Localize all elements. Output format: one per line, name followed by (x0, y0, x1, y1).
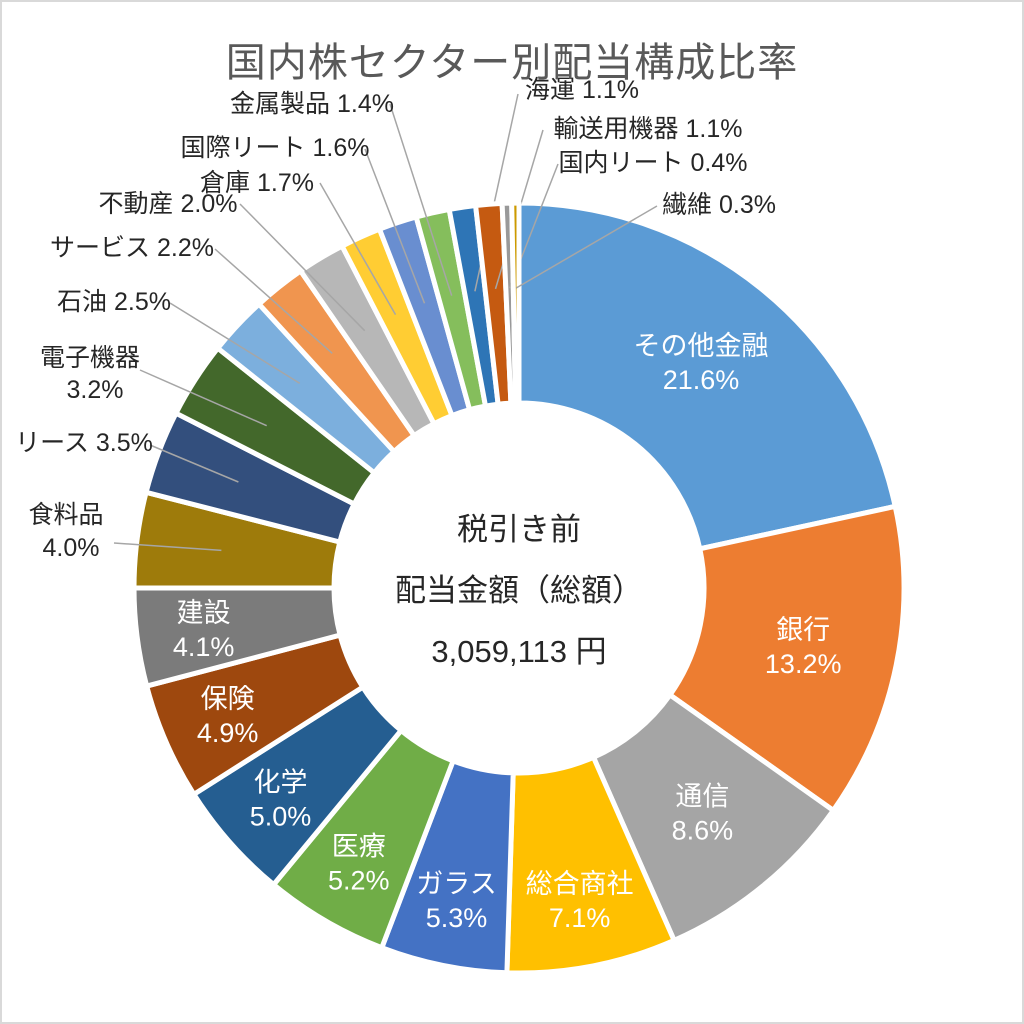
slice-label-name: 保険 (201, 684, 255, 714)
leader-line (113, 542, 222, 552)
slice-label: リース 3.5% (15, 429, 153, 457)
slice-label: 不動産 2.0% (99, 190, 238, 218)
slice-label: 国際リート 1.6% (181, 134, 370, 162)
slice-label-value: 21.6% (663, 365, 740, 395)
slice-label: 国内リート 0.4% (559, 149, 748, 177)
leader-line (214, 248, 333, 354)
slice-label-value: 4.9% (197, 718, 259, 748)
slice-label-name: 通信 (675, 782, 729, 812)
slice-label-value: 7.1% (549, 903, 611, 933)
leader-line (515, 205, 658, 289)
slice-label: サービス 2.2% (50, 234, 214, 262)
leader-line (139, 369, 268, 427)
slice-label-name: 食料品 (28, 501, 103, 529)
slice-label-value: 5.0% (250, 801, 312, 831)
leader-line (239, 203, 366, 332)
center-label-line-2: 配当金額（総額） (395, 573, 643, 608)
leader-line (149, 444, 239, 483)
slice-label: 海運 1.1% (525, 76, 639, 104)
center-label-line-1: 税引き前 (457, 512, 581, 547)
pie-slice-22 (509, 200, 522, 406)
pie-slice-1 (516, 200, 898, 552)
slice-label: 輸送用機器 1.1% (554, 115, 743, 143)
slice-label-value: 4.0% (43, 534, 100, 562)
center-total-label: 税引き前 配当金額（総額） 3,059,113 円 (319, 499, 719, 682)
leader-line (169, 302, 301, 384)
slice-label-value: 5.3% (426, 903, 488, 933)
slice-label-name: 総合商社 (526, 869, 634, 899)
slice-label-value: 3.2% (67, 376, 124, 404)
slice-label-name: 銀行 (776, 615, 830, 645)
slice-label-name: 化学 (254, 767, 308, 797)
slice-label-value: 13.2% (765, 649, 842, 679)
slice-label-name: 電子機器 (40, 344, 140, 372)
slice-label-value: 5.2% (328, 866, 390, 896)
slice-label: 金属製品 1.4% (230, 90, 394, 118)
leader-line (364, 148, 426, 304)
leader-line (319, 182, 397, 315)
slice-label-name: 医療 (332, 832, 386, 862)
slice-label-name: 建設 (177, 598, 231, 628)
chart-title: 国内株セクター別配当構成比率 (225, 41, 799, 85)
slice-label-value: 8.6% (672, 816, 734, 846)
center-total-amount: 3,059,113 円 (431, 634, 607, 669)
leader-line (389, 103, 453, 296)
slice-label: 倉庫 1.7% (200, 169, 314, 197)
slice-label: 繊維 0.3% (662, 191, 776, 219)
slice-label-value: 4.1% (173, 632, 235, 662)
slice-label-name: ガラス (416, 869, 496, 899)
slice-label: 石油 2.5% (57, 288, 171, 316)
slice-label-name: その他金融 (634, 331, 769, 361)
